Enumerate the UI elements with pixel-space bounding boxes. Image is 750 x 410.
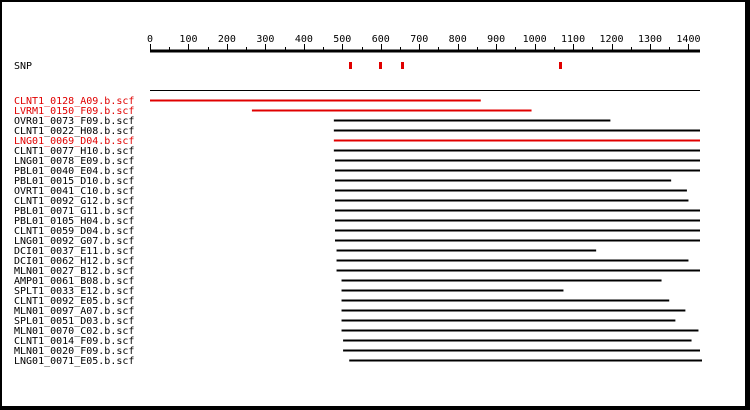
alignment-canvas: 0 100 200 300 400 500 600 700 800 900 1000 1100 1200… (14, 34, 702, 367)
snp-marker[interactable] (559, 62, 562, 69)
read-label[interactable]: LNG01_0092_G07.b.scf (14, 236, 134, 247)
ruler-tick-label: 1400 (676, 34, 700, 45)
read-label[interactable]: CLNT1_0077_H10.b.scf (14, 146, 134, 157)
read-label[interactable]: LNG01_0069_D04.b.scf (14, 136, 134, 147)
snp-label: SNP (14, 61, 32, 72)
ruler-tick-label: 1100 (561, 34, 585, 45)
snp-marker[interactable] (349, 62, 352, 69)
ruler-tick-label: 700 (410, 34, 428, 45)
read-label[interactable]: MLN01_0020_F09.b.scf (14, 346, 134, 357)
read-label[interactable]: SPLT1_0033_E12.b.scf (14, 286, 134, 297)
read-label[interactable]: LNG01_0078_E09.b.scf (14, 156, 134, 167)
read-label[interactable]: OVR01_0073_F09.b.scf (14, 116, 134, 127)
ruler-tick-label: 1200 (599, 34, 623, 45)
ruler-tick-label: 0 (147, 34, 153, 45)
read-label[interactable]: PBL01_0040_E04.b.scf (14, 166, 134, 177)
read-label[interactable]: PBL01_0105_H04.b.scf (14, 216, 134, 227)
read-label[interactable]: CLNT1_0022_H08.b.scf (14, 126, 134, 137)
snp-marker[interactable] (401, 62, 404, 69)
read-label[interactable]: SPL01_0051_D03.b.scf (14, 316, 134, 327)
read-label[interactable]: PBL01_0071_G11.b.scf (14, 206, 134, 217)
read-label[interactable]: OVRT1_0041_C10.b.scf (14, 186, 134, 197)
read-label[interactable]: MLN01_0097_A07.b.scf (14, 306, 134, 317)
ruler-tick-label: 200 (218, 34, 236, 45)
ruler-tick-label: 1000 (523, 34, 547, 45)
ruler-tick-label: 300 (256, 34, 274, 45)
read-label[interactable]: PBL01_0015_D10.b.scf (14, 176, 134, 187)
read-label[interactable]: CLNT1_0059_D04.b.scf (14, 226, 134, 237)
ruler-tick-label: 400 (295, 34, 313, 45)
read-label[interactable]: AMP01_0061_B08.b.scf (14, 276, 134, 287)
ruler-tick-label: 1300 (638, 34, 662, 45)
read-label[interactable]: LNG01_0071_E05.b.scf (14, 356, 134, 367)
snp-marker[interactable] (379, 62, 382, 69)
ruler-tick-label: 100 (179, 34, 197, 45)
read-label[interactable]: CLNT1_0092_G12.b.scf (14, 196, 134, 207)
read-label[interactable]: CLNT1_0092_E05.b.scf (14, 296, 134, 307)
ruler-tick-label: 500 (333, 34, 351, 45)
read-label[interactable]: MLN01_0070_C02.b.scf (14, 326, 134, 337)
read-label[interactable]: DCI01_0037_E11.b.scf (14, 246, 134, 257)
ruler-tick-label: 600 (372, 34, 390, 45)
ruler-tick-label: 800 (449, 34, 467, 45)
read-label[interactable]: CLNT1_0128_A09.b.scf (14, 96, 134, 107)
read-label[interactable]: DCI01_0062_H12.b.scf (14, 256, 134, 267)
alignment-panel: 0 100 200 300 400 500 600 700 800 900 1000 1100 1200… (2, 2, 745, 406)
read-label[interactable]: MLN01_0027_B12.b.scf (14, 266, 134, 277)
ruler-tick-label: 900 (487, 34, 505, 45)
read-label[interactable]: LVRM1_0150_F09.b.scf (14, 106, 134, 117)
read-label[interactable]: CLNT1_0014_F09.b.scf (14, 336, 134, 347)
